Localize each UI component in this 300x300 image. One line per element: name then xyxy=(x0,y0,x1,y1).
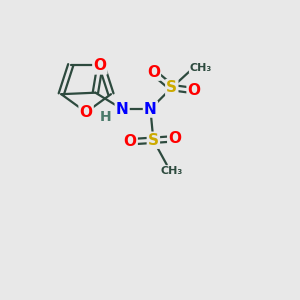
Text: O: O xyxy=(147,65,160,80)
Text: O: O xyxy=(124,134,137,149)
Text: N: N xyxy=(116,101,128,116)
Text: O: O xyxy=(188,83,201,98)
Text: CH₃: CH₃ xyxy=(160,166,182,176)
Text: CH₃: CH₃ xyxy=(190,63,212,73)
Text: H: H xyxy=(100,110,112,124)
Text: S: S xyxy=(166,80,177,95)
Text: S: S xyxy=(148,133,159,148)
Text: N: N xyxy=(144,101,157,116)
Text: O: O xyxy=(168,131,181,146)
Text: O: O xyxy=(80,105,93,120)
Text: O: O xyxy=(93,58,106,74)
